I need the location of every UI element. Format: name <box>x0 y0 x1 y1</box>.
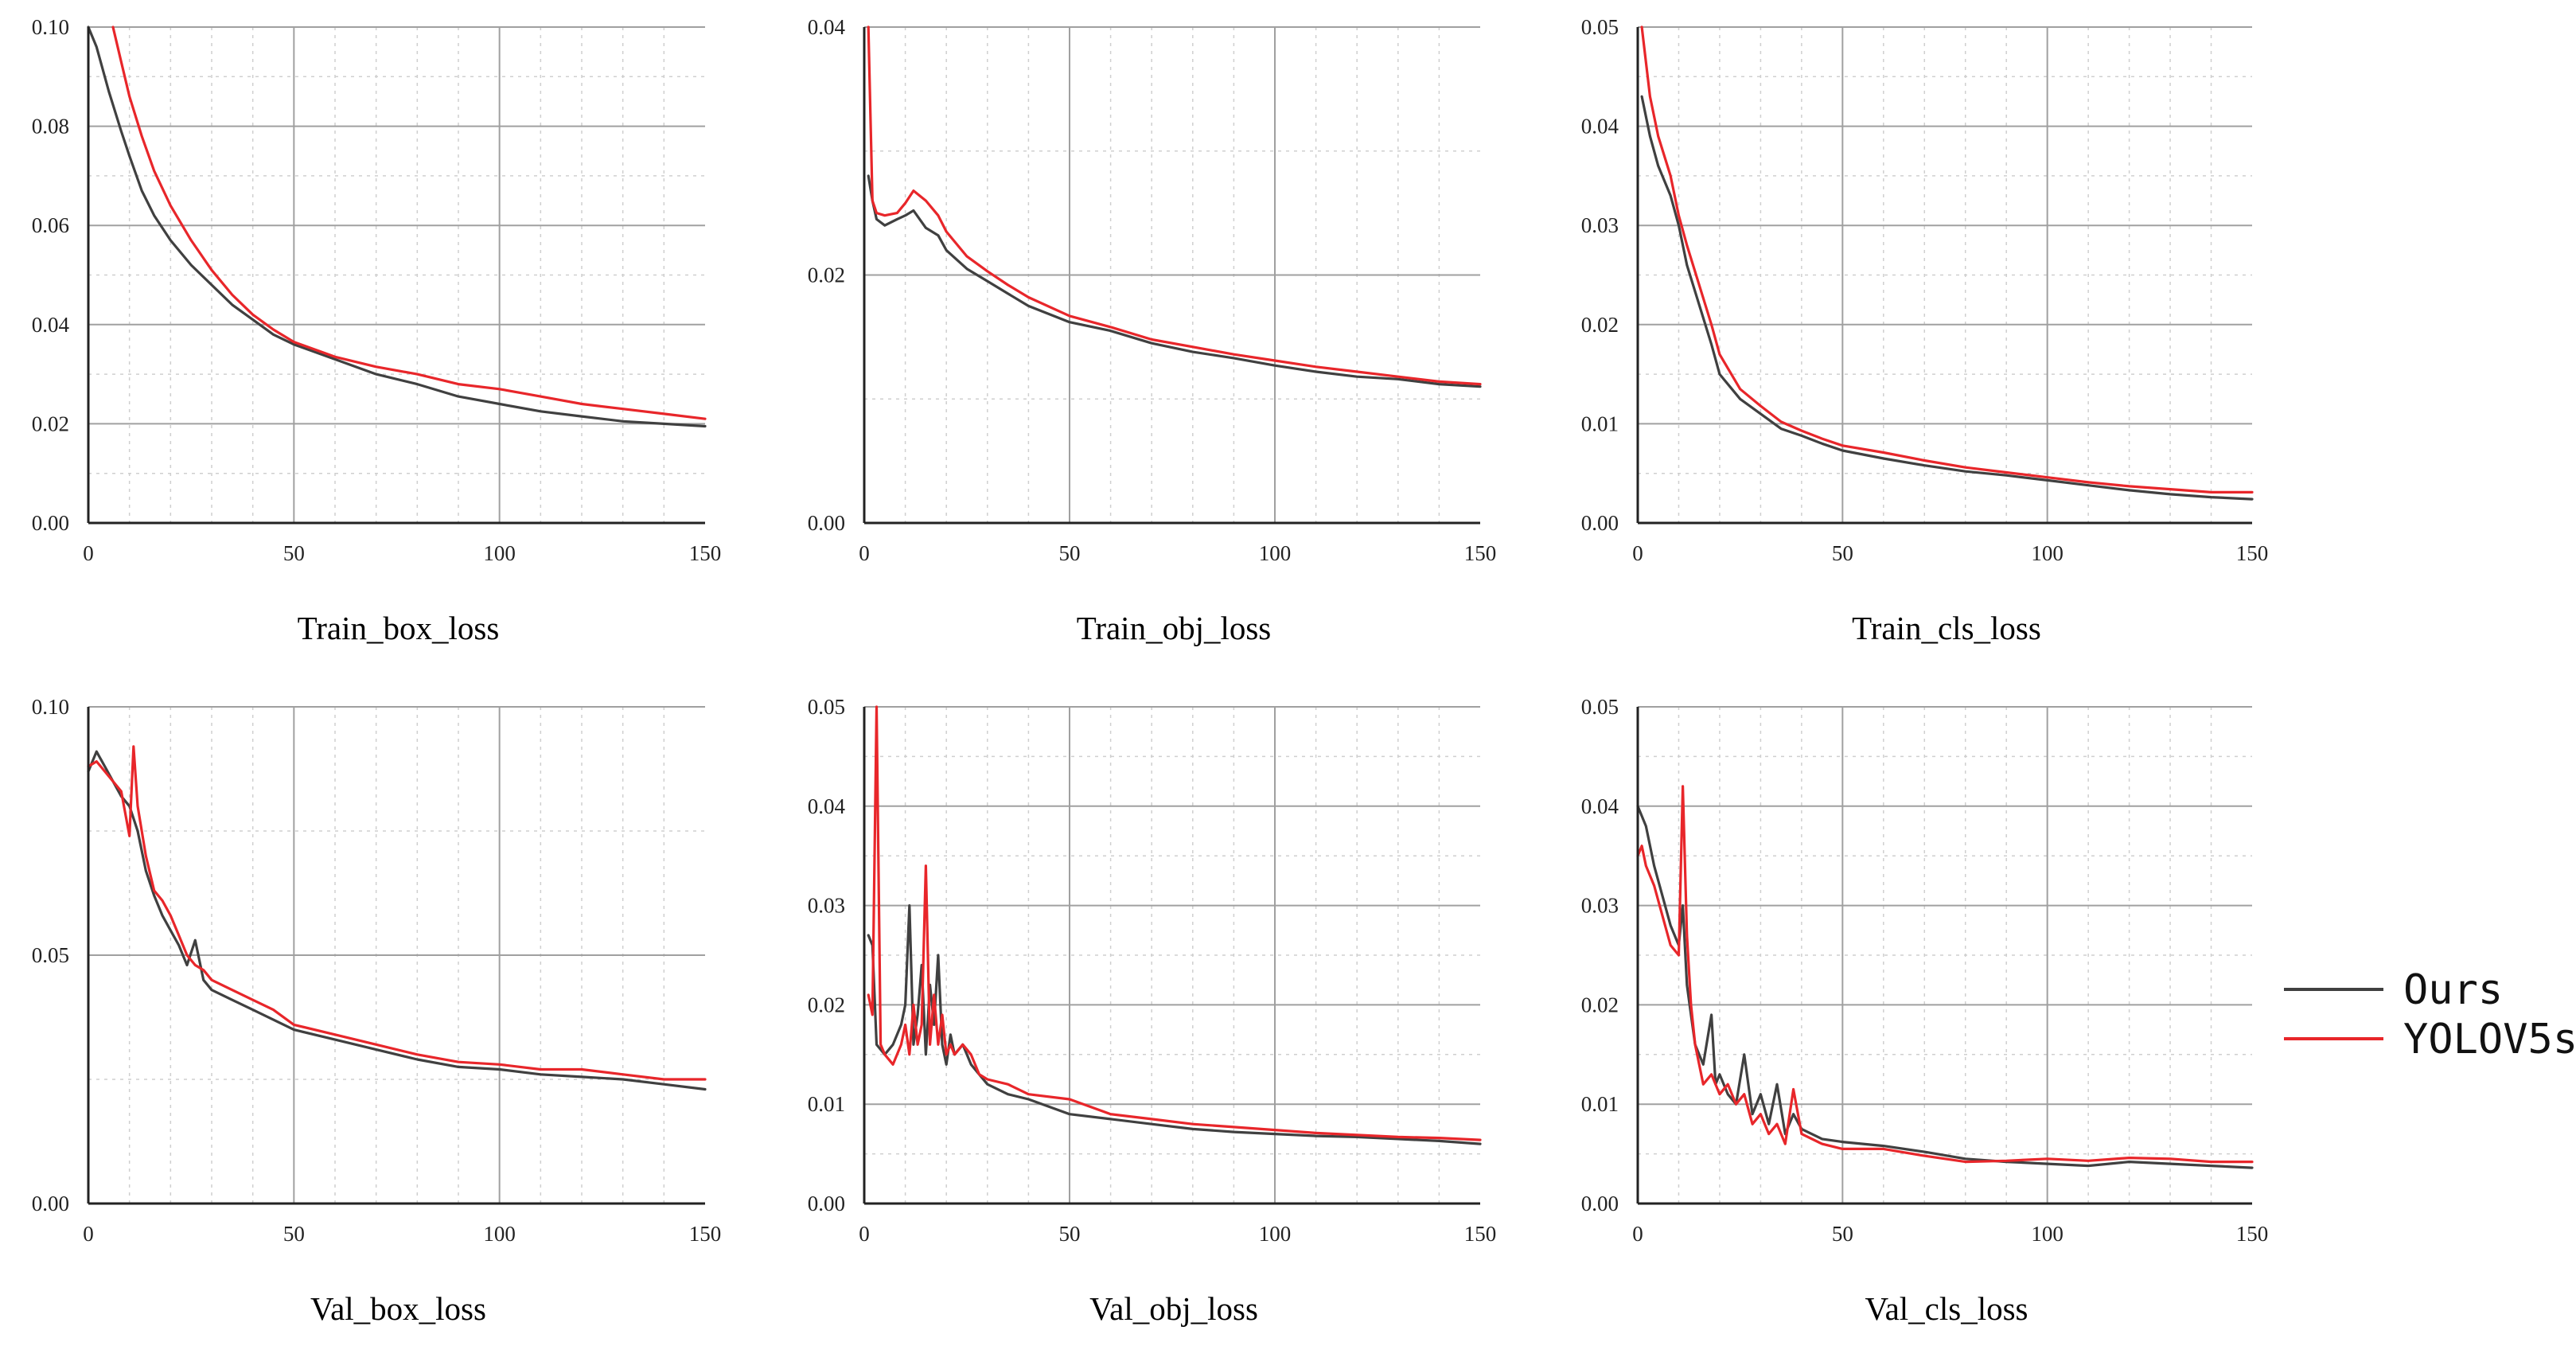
y-tick-label: 0.02 <box>808 993 845 1016</box>
series-line-yolov5s <box>867 25 1482 386</box>
y-tick-label: 0.00 <box>32 511 69 535</box>
x-tick-label: 0 <box>83 1222 94 1246</box>
y-tick-label: 0.02 <box>32 412 69 435</box>
legend-label-ours: Ours <box>2403 966 2503 1014</box>
x-tick-label: 150 <box>2236 1222 2269 1246</box>
x-tick-label: 50 <box>283 1222 305 1246</box>
series-line-ours <box>87 25 707 428</box>
y-tick-label: 0.04 <box>1581 794 1619 818</box>
x-tick-label: 50 <box>1059 1222 1081 1246</box>
chart-panel-train-cls-loss: 0.00 0.01 0.02 0.03 0.04 0.05 0 50 100 150 Train_c… <box>1581 15 2269 646</box>
x-tick-label: 150 <box>689 1222 722 1246</box>
x-tick-label: 100 <box>483 541 516 565</box>
series-line-yolov5s <box>1640 25 2254 494</box>
y-tick-label: 0.03 <box>808 894 845 918</box>
x-tick-label: 0 <box>1632 1222 1643 1246</box>
y-tick-label: 0.10 <box>32 695 69 719</box>
y-tick-label: 0.00 <box>32 1192 69 1215</box>
y-tick-label: 0.00 <box>808 1192 845 1215</box>
x-tick-label: 100 <box>483 1222 516 1246</box>
series-line-yolov5s <box>87 745 707 1081</box>
series-line-ours <box>1636 805 2254 1169</box>
x-axis-title: Val_cls_loss <box>1865 1290 2028 1327</box>
x-tick-label: 0 <box>859 1222 870 1246</box>
y-tick-label: 0.04 <box>1581 115 1619 139</box>
series-line-yolov5s <box>1636 785 2254 1164</box>
x-tick-label: 100 <box>1259 541 1292 565</box>
x-tick-label: 150 <box>1464 1222 1497 1246</box>
legend-label-yolov5s: YOLOV5s <box>2403 1016 2576 1063</box>
y-tick-label: 0.05 <box>32 943 69 967</box>
y-tick-label: 0.05 <box>1581 15 1619 39</box>
x-tick-label: 50 <box>283 541 305 565</box>
series-line-ours <box>87 750 707 1091</box>
chart-panel-val-obj-loss: 0.00 0.01 0.02 0.03 0.04 0.05 0 50 100 150 Val_obj… <box>808 695 1497 1327</box>
chart-panel-train-box-loss: 0.00 0.02 0.04 0.06 0.08 0.10 0 50 100 150 Train_b… <box>32 15 722 646</box>
y-tick-label: 0.03 <box>1581 213 1619 237</box>
x-tick-label: 0 <box>83 541 94 565</box>
x-axis-title: Train_obj_loss <box>1077 610 1272 646</box>
x-tick-label: 150 <box>689 541 722 565</box>
y-tick-label: 0.02 <box>1581 313 1619 337</box>
x-tick-label: 50 <box>1059 541 1081 565</box>
y-tick-label: 0.02 <box>1581 993 1619 1016</box>
series-line-ours <box>1640 95 2254 501</box>
y-tick-label: 0.10 <box>32 15 69 39</box>
series-line-yolov5s <box>867 705 1482 1141</box>
legend-entry-ours: Ours <box>2284 966 2503 1014</box>
chart-panels: 0.00 0.02 0.04 0.06 0.08 0.10 0 50 100 150 Train_b… <box>32 15 2269 1327</box>
x-tick-label: 100 <box>1259 1222 1292 1246</box>
y-tick-label: 0.04 <box>808 794 846 818</box>
y-tick-label: 0.01 <box>1581 1092 1619 1116</box>
x-tick-label: 50 <box>1832 541 1853 565</box>
x-tick-label: 100 <box>2031 541 2064 565</box>
x-axis-title: Train_box_loss <box>298 610 500 646</box>
y-tick-label: 0.01 <box>808 1092 845 1116</box>
y-tick-label: 0.04 <box>808 15 846 39</box>
x-axis-title: Train_cls_loss <box>1852 610 2041 646</box>
y-tick-label: 0.08 <box>32 115 69 139</box>
x-tick-label: 0 <box>1632 541 1643 565</box>
legend-entry-yolov5s: YOLOV5s <box>2284 1016 2576 1063</box>
y-tick-label: 0.00 <box>808 511 845 535</box>
x-tick-label: 50 <box>1832 1222 1853 1246</box>
series-line-ours <box>867 903 1482 1145</box>
y-tick-label: 0.00 <box>1581 511 1619 535</box>
x-axis-title: Val_obj_loss <box>1089 1290 1258 1327</box>
chart-panel-val-box-loss: 0.00 0.05 0.10 0 50 100 150 Val_box_loss <box>32 695 722 1327</box>
x-tick-label: 150 <box>2236 541 2269 565</box>
series-line-ours <box>867 174 1482 388</box>
y-tick-label: 0.06 <box>32 213 69 237</box>
chart-panel-val-cls-loss: 0.00 0.01 0.02 0.03 0.04 0.05 0 50 100 150 Val_cls… <box>1581 695 2269 1327</box>
y-tick-label: 0.05 <box>808 695 845 719</box>
chart-panel-train-obj-loss: 0.00 0.02 0.04 0 50 100 150 Train_obj_loss <box>808 15 1497 646</box>
legend: Ours YOLOV5s <box>2284 966 2576 1063</box>
x-axis-title: Val_box_loss <box>310 1290 486 1327</box>
y-tick-label: 0.04 <box>32 313 70 337</box>
series-line-yolov5s <box>111 25 707 420</box>
x-tick-label: 150 <box>1464 541 1497 565</box>
x-tick-label: 100 <box>2031 1222 2064 1246</box>
y-tick-label: 0.01 <box>1581 412 1619 435</box>
y-tick-label: 0.02 <box>808 263 845 287</box>
x-tick-label: 0 <box>859 541 870 565</box>
y-tick-label: 0.03 <box>1581 894 1619 918</box>
y-tick-label: 0.00 <box>1581 1192 1619 1215</box>
y-tick-label: 0.05 <box>1581 695 1619 719</box>
